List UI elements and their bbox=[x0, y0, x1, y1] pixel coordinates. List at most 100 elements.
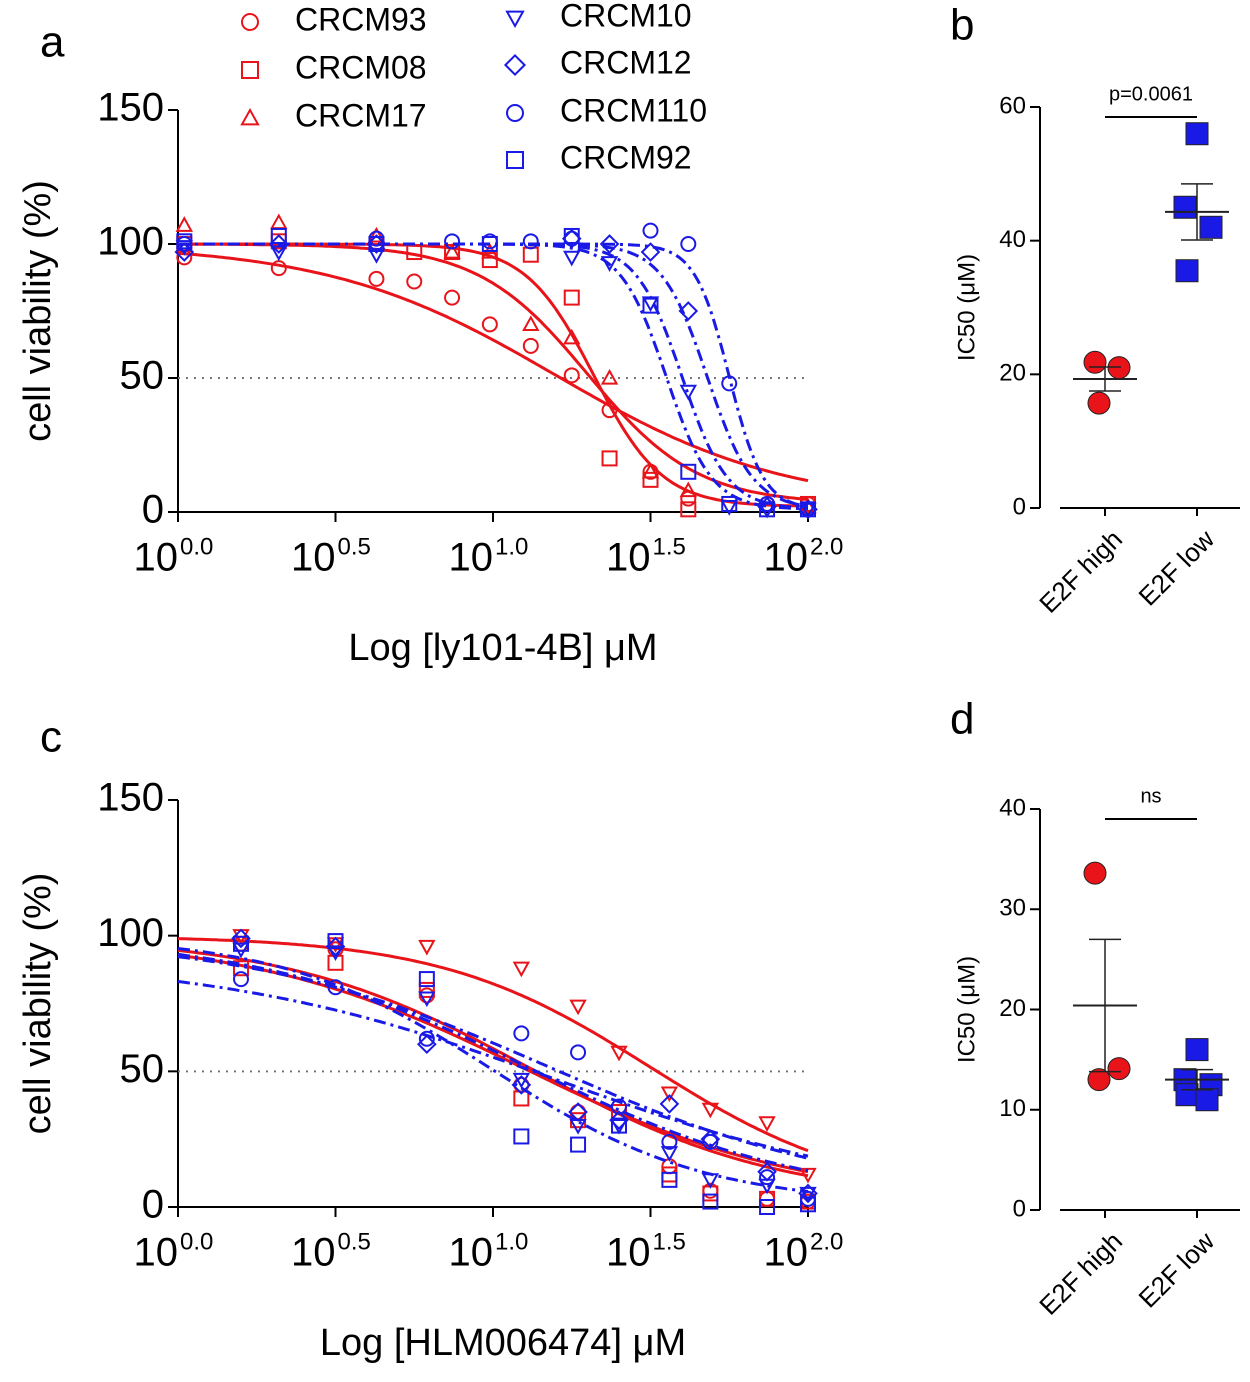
marker bbox=[511, 1075, 532, 1095]
y-tick-label: 0 bbox=[142, 1183, 164, 1227]
marker bbox=[481, 236, 498, 252]
panel-letter: c bbox=[40, 713, 62, 762]
panel-letter: b bbox=[950, 1, 974, 50]
marker bbox=[1087, 391, 1111, 415]
marker bbox=[513, 1025, 530, 1042]
marker bbox=[720, 500, 738, 516]
x-tick-exponent: 1.5 bbox=[653, 533, 686, 560]
marker bbox=[758, 1178, 776, 1195]
x-tick-label: 10 bbox=[449, 1231, 494, 1275]
marker bbox=[176, 233, 193, 250]
marker bbox=[513, 1128, 530, 1145]
marker bbox=[522, 246, 539, 263]
y-tick-label: 40 bbox=[999, 226, 1026, 253]
x-tick-label: 10 bbox=[291, 1231, 336, 1275]
legend-marker bbox=[503, 53, 527, 77]
marker bbox=[701, 1102, 720, 1119]
y-axis-label: IC50 (μM) bbox=[953, 956, 980, 1063]
marker bbox=[1087, 1068, 1111, 1092]
marker bbox=[418, 939, 436, 956]
legend-label: CRCM17 bbox=[295, 97, 427, 133]
marker bbox=[1175, 1083, 1199, 1107]
y-tick-label: 0 bbox=[1013, 1195, 1026, 1222]
x-tick-label: 10 bbox=[606, 536, 651, 580]
marker bbox=[325, 936, 346, 957]
x-axis-label: Log [ly101-4B] μM bbox=[348, 627, 657, 669]
marker bbox=[233, 960, 249, 977]
marker bbox=[721, 495, 738, 512]
marker bbox=[563, 328, 581, 345]
marker bbox=[522, 337, 539, 354]
y-tick-label: 150 bbox=[97, 776, 164, 820]
marker bbox=[758, 1116, 776, 1132]
legend-marker bbox=[241, 13, 259, 31]
x-tick-exponent: 2.0 bbox=[810, 1228, 843, 1255]
marker bbox=[640, 242, 661, 262]
x-tick-exponent: 0.0 bbox=[180, 1228, 213, 1255]
marker bbox=[610, 1119, 628, 1135]
marker bbox=[232, 942, 250, 959]
marker bbox=[759, 501, 776, 518]
marker bbox=[759, 1169, 776, 1186]
marker bbox=[800, 501, 816, 518]
x-tick-label: E2F high bbox=[1033, 524, 1128, 619]
y-tick-label: 100 bbox=[97, 911, 164, 955]
marker bbox=[601, 450, 618, 467]
marker bbox=[444, 289, 461, 306]
fit-curve bbox=[177, 937, 809, 1153]
marker bbox=[800, 1196, 816, 1213]
marker bbox=[443, 242, 461, 259]
x-tick-exponent: 0.5 bbox=[338, 1228, 371, 1255]
marker bbox=[569, 999, 587, 1016]
marker bbox=[700, 1129, 721, 1149]
marker bbox=[642, 222, 659, 239]
x-tick-exponent: 0.5 bbox=[338, 533, 371, 560]
marker bbox=[610, 1045, 628, 1062]
legend-label: CRCM92 bbox=[560, 139, 692, 175]
significance-label: ns bbox=[1140, 785, 1161, 807]
x-tick-label: E2F low bbox=[1132, 1226, 1220, 1314]
y-tick-label: 50 bbox=[120, 1047, 165, 1091]
marker bbox=[659, 1094, 680, 1114]
marker bbox=[563, 250, 581, 267]
marker bbox=[512, 1072, 531, 1089]
marker bbox=[367, 248, 386, 264]
fit-curve bbox=[177, 980, 809, 1158]
marker bbox=[1083, 350, 1107, 374]
legend-label: CRCM12 bbox=[560, 44, 692, 80]
y-tick-label: 100 bbox=[97, 220, 164, 264]
marker bbox=[1199, 215, 1223, 239]
x-tick-exponent: 1.0 bbox=[495, 533, 528, 560]
marker bbox=[368, 270, 385, 287]
marker bbox=[569, 1119, 587, 1135]
x-axis-label: Log [HLM006474] μM bbox=[320, 1322, 686, 1364]
x-tick-label: 10 bbox=[134, 1231, 179, 1275]
marker bbox=[661, 1133, 678, 1150]
marker bbox=[513, 1090, 530, 1107]
legend-label: CRCM10 bbox=[560, 0, 692, 33]
x-tick-exponent: 0.0 bbox=[180, 533, 213, 560]
marker bbox=[418, 991, 436, 1008]
y-tick-label: 20 bbox=[999, 995, 1026, 1022]
marker bbox=[680, 463, 697, 480]
legend-label: CRCM08 bbox=[295, 49, 427, 85]
x-tick-label: 10 bbox=[764, 1231, 809, 1275]
marker bbox=[522, 233, 539, 250]
marker bbox=[661, 1166, 678, 1183]
y-axis-label: cell viability (%) bbox=[17, 873, 59, 1135]
y-tick-label: 10 bbox=[999, 1095, 1026, 1122]
marker bbox=[721, 375, 738, 392]
marker bbox=[660, 1086, 679, 1103]
y-tick-label: 40 bbox=[999, 794, 1026, 821]
marker bbox=[701, 1173, 720, 1189]
y-tick-label: 150 bbox=[97, 86, 164, 130]
y-tick-label: 30 bbox=[999, 895, 1026, 922]
marker bbox=[368, 236, 385, 252]
x-tick-label: E2F high bbox=[1033, 1226, 1128, 1321]
marker bbox=[326, 945, 345, 962]
marker bbox=[642, 297, 659, 314]
marker bbox=[1173, 195, 1197, 219]
marker bbox=[799, 1167, 817, 1184]
fit-curve bbox=[177, 251, 809, 483]
legend-label: CRCM110 bbox=[560, 92, 707, 128]
